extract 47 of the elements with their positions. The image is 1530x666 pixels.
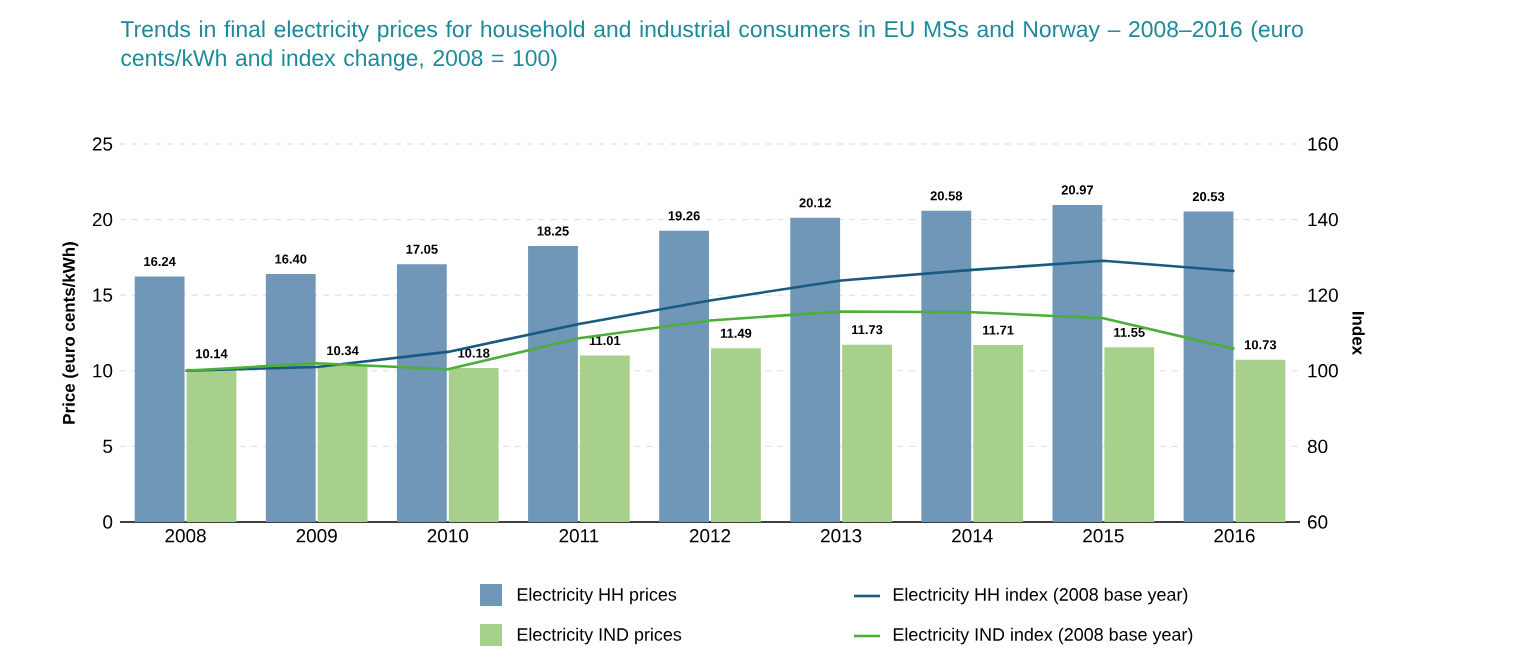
y2-axis-title: Index: [1352, 312, 1365, 355]
bar: [265, 274, 316, 522]
bar: [448, 368, 499, 522]
y-axis-title: Price (euro cents/kWh): [62, 242, 79, 424]
y2-tick-label: 160: [1308, 137, 1338, 151]
y2-tick-label: 80: [1307, 439, 1328, 454]
chart-title: Trends in final electricity prices for household and industrial consumers in EU MSs and Norway – 2008–2016 (euro cents/kWh and index change, 2008 = 100): [120, 20, 1303, 71]
y-tick-label: 25: [92, 137, 113, 151]
line-series: [184, 310, 1236, 373]
bar: [1235, 359, 1286, 522]
bar: [1183, 211, 1234, 522]
y-tick-label: 5: [103, 439, 113, 453]
bar: [579, 355, 630, 522]
bar: [711, 348, 761, 522]
x-tick-label: 2014: [952, 529, 993, 543]
y-tick-label: 0: [103, 515, 113, 529]
bar: [317, 365, 368, 522]
bar: [659, 230, 709, 522]
bar: [973, 344, 1024, 522]
y-tick-label: 20: [92, 212, 113, 227]
y2-tick-label: 60: [1308, 515, 1328, 529]
y2-tick-label: 140: [1308, 212, 1338, 227]
bar: [921, 210, 972, 522]
x-tick-label: 2011: [559, 529, 599, 543]
bar: [134, 276, 185, 522]
y-tick-label: 15: [93, 288, 113, 302]
x-tick-label: 2009: [296, 529, 337, 543]
bar: [1104, 347, 1155, 522]
bar: [842, 344, 892, 522]
x-tick-label: 2012: [689, 529, 731, 543]
legend-label: Electricity HH index (2008 base year): [893, 587, 1188, 605]
x-tick-label: 2015: [1083, 529, 1124, 543]
x-tick-label: 2008: [165, 529, 206, 543]
y2-tick-label: 100: [1308, 364, 1338, 378]
bar: [396, 264, 447, 522]
x-tick-label: 2013: [821, 529, 862, 543]
bar: [528, 246, 578, 522]
y-tick-label: 10: [93, 364, 113, 378]
legend-label: Electricity HH prices: [517, 587, 677, 605]
x-tick-label: 2016: [1214, 529, 1255, 543]
y2-tick-label: 120: [1308, 288, 1338, 302]
bar: [1052, 204, 1103, 522]
legend-label: Electricity IND prices: [517, 627, 682, 645]
legend-label: Electricity IND index (2008 base year): [893, 627, 1193, 645]
bar: [790, 217, 841, 522]
x-tick-label: 2010: [427, 529, 469, 543]
bar: [186, 368, 237, 522]
